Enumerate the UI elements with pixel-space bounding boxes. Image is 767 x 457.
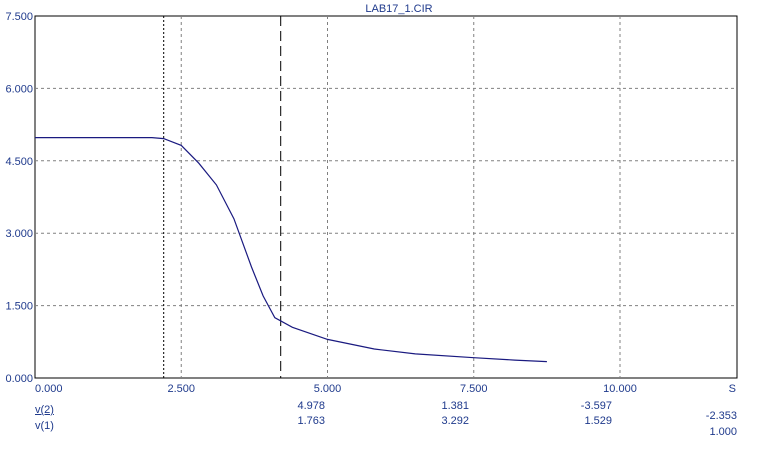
- y-axis-ticks: 0.000 1.500 3.000 4.500 6.000 7.500: [5, 11, 33, 385]
- series-line: [35, 137, 547, 363]
- curves: [35, 137, 547, 363]
- chart-title: LAB17_1.CIR: [365, 3, 432, 15]
- plot-frame: [34, 15, 738, 379]
- x-tick-label: 0.000: [35, 383, 63, 395]
- y-tick-label: 1.500: [5, 301, 33, 313]
- readout-v1-left: 1.763: [297, 415, 325, 427]
- x-tick-label: 2.500: [167, 383, 195, 395]
- y-tick-label: 0.000: [5, 373, 33, 385]
- x-axis-ticks: 0.000 2.500 5.000 7.500 10.000: [35, 383, 637, 395]
- x-tick-label: 10.000: [603, 383, 637, 395]
- readout-label-v2[interactable]: v(2): [35, 404, 54, 416]
- readout-v2-left: 4.978: [297, 400, 325, 412]
- grid: [34, 15, 738, 379]
- y-tick-label: 7.500: [5, 11, 33, 23]
- x-axis-unit: S: [729, 383, 736, 395]
- y-tick-label: 3.000: [5, 228, 33, 240]
- readout-v2-right: 1.381: [441, 400, 469, 412]
- readout-label-v1[interactable]: v(1): [35, 420, 54, 432]
- readout-v1-slope: 1.000: [709, 426, 737, 438]
- y-tick-label: 6.000: [5, 83, 33, 95]
- y-tick-label: 4.500: [5, 156, 33, 168]
- x-tick-label: 5.000: [314, 383, 342, 395]
- cursors[interactable]: [163, 16, 282, 378]
- readout-v1-delta: 1.529: [584, 415, 612, 427]
- readout-v2-delta: -3.597: [580, 400, 612, 412]
- transient-plot: LAB17_1.CIR 0.000 1.500 3.000 4.500 6.000 7.5…: [5, 3, 738, 395]
- x-tick-label: 7.500: [460, 383, 488, 395]
- readout-v1-right: 3.292: [441, 415, 469, 427]
- readout-v2-slope: -2.353: [705, 410, 737, 422]
